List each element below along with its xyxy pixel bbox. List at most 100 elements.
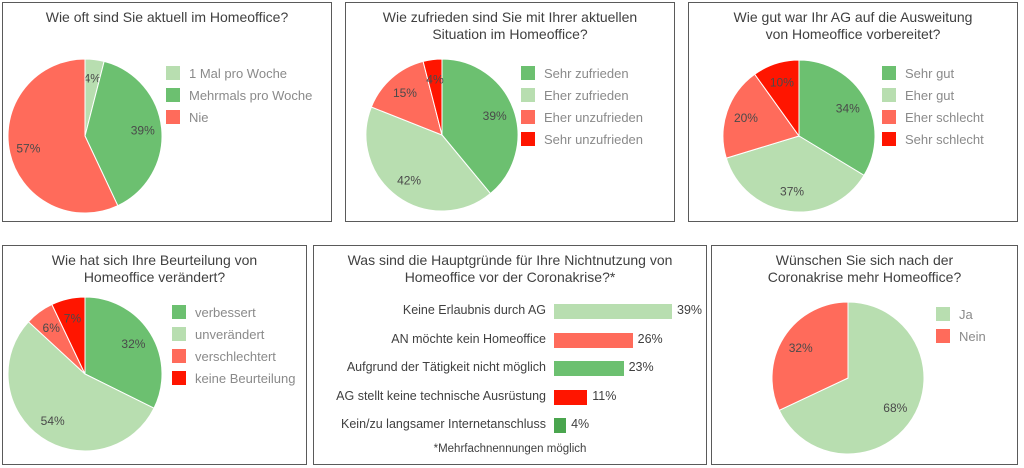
- pie-slice-eher-zufrieden: [365, 106, 492, 212]
- pie-slice-eher-gut: [725, 135, 865, 213]
- legend-item-sehr-schlecht: Sehr schlecht: [882, 128, 984, 150]
- data-label-eher-gut: 37%: [780, 185, 804, 199]
- legend-item-sehr-zufrieden: Sehr zufrieden: [521, 62, 643, 84]
- data-label-eher-schlecht: 20%: [734, 111, 758, 125]
- chart-title-line: Homeoffice vor der Coronakrise?*: [404, 269, 616, 285]
- legend-item-eher-zufrieden: Eher zufrieden: [521, 84, 643, 106]
- legend-swatch: [172, 349, 186, 363]
- legend-swatch: [166, 88, 180, 102]
- legend-label: Nein: [959, 328, 986, 344]
- legend-item-nein: Nein: [936, 325, 986, 347]
- legend-item-unverandert: unverändert: [172, 323, 295, 345]
- bar-ag-stellt-keine-technische-ausrustung: [554, 389, 588, 405]
- legend-label: Ja: [959, 306, 973, 322]
- legend-label: keine Beurteilung: [195, 370, 296, 386]
- legend-swatch: [521, 88, 535, 102]
- data-label-mehrmals-pro-woche: 39%: [131, 124, 155, 138]
- pie-slice-sehr-gut: [798, 59, 876, 177]
- data-label-eher-zufrieden: 42%: [397, 173, 421, 187]
- legend-swatch: [521, 132, 535, 146]
- chart-panel-homeoffice-frequency: Wie oft sind Sie aktuell im Homeoffice? …: [2, 2, 332, 222]
- pie-slice-ja: [778, 301, 925, 455]
- legend-swatch: [882, 110, 896, 124]
- bar-value-label: 4%: [571, 417, 590, 431]
- data-label-sehr-gut: 34%: [836, 102, 860, 116]
- legend-item-eher-schlecht: Eher schlecht: [882, 106, 984, 128]
- chart-title: Wie oft sind Sie aktuell im Homeoffice?: [3, 9, 331, 26]
- pie-slice-keine-beurteilung: [51, 296, 86, 375]
- pie-chart-more-homeoffice-wish: 68% 32%: [771, 301, 925, 455]
- bar-kein-zu-langsamer-internetanschluss: [554, 418, 567, 433]
- bar-value-label: 11%: [592, 388, 617, 403]
- bar-aufgrund-der-tatigkeit-nicht-moglich: [554, 361, 624, 376]
- chart-panel-employer-preparation: Wie gut war Ihr AG auf die Ausweitung vo…: [688, 2, 1018, 222]
- data-label-sehr-schlecht: 10%: [770, 76, 794, 90]
- legend-label: verbessert: [195, 304, 256, 320]
- chart-title-line: Wie oft sind Sie aktuell im Homeoffice?: [45, 9, 289, 25]
- legend-item-sehr-unzufrieden: Sehr unzufrieden: [521, 128, 643, 150]
- legend-label: Eher schlecht: [905, 109, 984, 125]
- bar-category-label: AN möchte kein Homeoffice: [391, 331, 546, 346]
- chart-panel-nonuse-reasons: Was sind die Hauptgründe für Ihre Nichtn…: [313, 245, 707, 465]
- chart-title-line: Homeoffice verändert?: [83, 269, 226, 285]
- legend-label: Mehrmals pro Woche: [189, 87, 313, 103]
- chart-panel-satisfaction: Wie zufrieden sind Sie mit Ihrer aktuell…: [345, 2, 675, 222]
- legend-item-1-mal-pro-woche: 1 Mal pro Woche: [166, 62, 312, 84]
- bar-value-label: 39%: [677, 303, 703, 317]
- legend-label: 1 Mal pro Woche: [189, 65, 288, 81]
- legend-label: Sehr schlecht: [905, 131, 984, 147]
- legend-label: Sehr unzufrieden: [544, 131, 644, 147]
- chart-legend: 1 Mal pro Woche Mehrmals pro Woche Nie: [166, 62, 312, 128]
- legend-item-eher-gut: Eher gut: [882, 84, 984, 106]
- bar-category-label: Keine Erlaubnis durch AG: [402, 303, 546, 317]
- legend-item-ja: Ja: [936, 303, 986, 325]
- pie-slice-verbessert: [84, 296, 163, 409]
- chart-title-line: Coronakrise mehr Homeoffice?: [767, 269, 962, 285]
- data-label-unverandert: 54%: [41, 414, 65, 428]
- chart-title: Wie zufrieden sind Sie mit Ihrer aktuell…: [346, 9, 674, 43]
- chart-title-line: Wie zufrieden sind Sie mit Ihrer aktuell…: [382, 9, 638, 25]
- legend-swatch: [172, 371, 186, 385]
- data-label-1-mal-pro-woche: 4%: [84, 71, 102, 85]
- bar-category-label: Kein/zu langsamer Internetanschluss: [341, 417, 546, 431]
- data-label-nein: 32%: [789, 341, 813, 355]
- legend-item-sehr-gut: Sehr gut: [882, 62, 984, 84]
- pie-slice-sehr-schlecht: [754, 59, 800, 138]
- legend-label: Sehr gut: [905, 65, 955, 81]
- chart-title-line: Wie gut war Ihr AG auf die Ausweitung: [733, 9, 973, 25]
- data-label-eher-unzufrieden: 15%: [393, 86, 417, 100]
- legend-item-verschlechtert: verschlechtert: [172, 345, 295, 367]
- pie-chart-satisfaction: 39% 42% 15% 4%: [365, 58, 519, 212]
- chart-legend: Sehr gut Eher gut Eher schlecht Sehr schlec…: [882, 62, 984, 150]
- legend-item-verbessert: verbessert: [172, 301, 295, 323]
- legend-swatch: [936, 329, 950, 343]
- data-label-sehr-unzufrieden: 4%: [426, 72, 444, 86]
- legend-swatch: [882, 88, 896, 102]
- chart-legend: Ja Nein: [936, 303, 986, 347]
- legend-item-eher-unzufrieden: Eher unzufrieden: [521, 106, 643, 128]
- pie-slice-nie: [7, 58, 119, 214]
- data-label-sehr-zufrieden: 39%: [483, 109, 507, 123]
- pie-chart-frequency: 4% 39% 57%: [7, 58, 163, 214]
- legend-label: Sehr zufrieden: [544, 65, 629, 81]
- bar-keine-erlaubnis-durch-ag: [554, 304, 672, 319]
- legend-swatch: [882, 66, 896, 80]
- bar-an-mochte-kein-homeoffice: [554, 332, 633, 348]
- chart-title-line: von Homeoffice vorbereitet?: [765, 26, 941, 42]
- legend-swatch: [936, 307, 950, 321]
- legend-swatch: [521, 110, 535, 124]
- pie-slice-eher-unzufrieden: [370, 60, 443, 136]
- legend-item-nie: Nie: [166, 106, 312, 128]
- pie-chart-assessment-change: 32% 54% 6%7%: [7, 296, 163, 452]
- chart-title-line: Situation im Homeoffice?: [432, 26, 588, 42]
- legend-label: Nie: [189, 109, 209, 125]
- data-label-keine-beurteilung: 7%: [64, 311, 82, 325]
- legend-label: verschlechtert: [195, 348, 276, 364]
- chart-legend: Sehr zufrieden Eher zufrieden Eher unzufri…: [521, 62, 643, 150]
- pie-chart-employer-preparation: 34% 37% 20% 10%: [722, 59, 876, 213]
- legend-swatch: [882, 132, 896, 146]
- pie-slice-sehr-unzufrieden: [422, 58, 443, 136]
- chart-title-line: Wünschen Sie sich nach der: [775, 252, 954, 268]
- chart-title: Wünschen Sie sich nach der Coronakrise m…: [712, 252, 1017, 286]
- legend-item-keine-beurteilung: keine Beurteilung: [172, 367, 295, 389]
